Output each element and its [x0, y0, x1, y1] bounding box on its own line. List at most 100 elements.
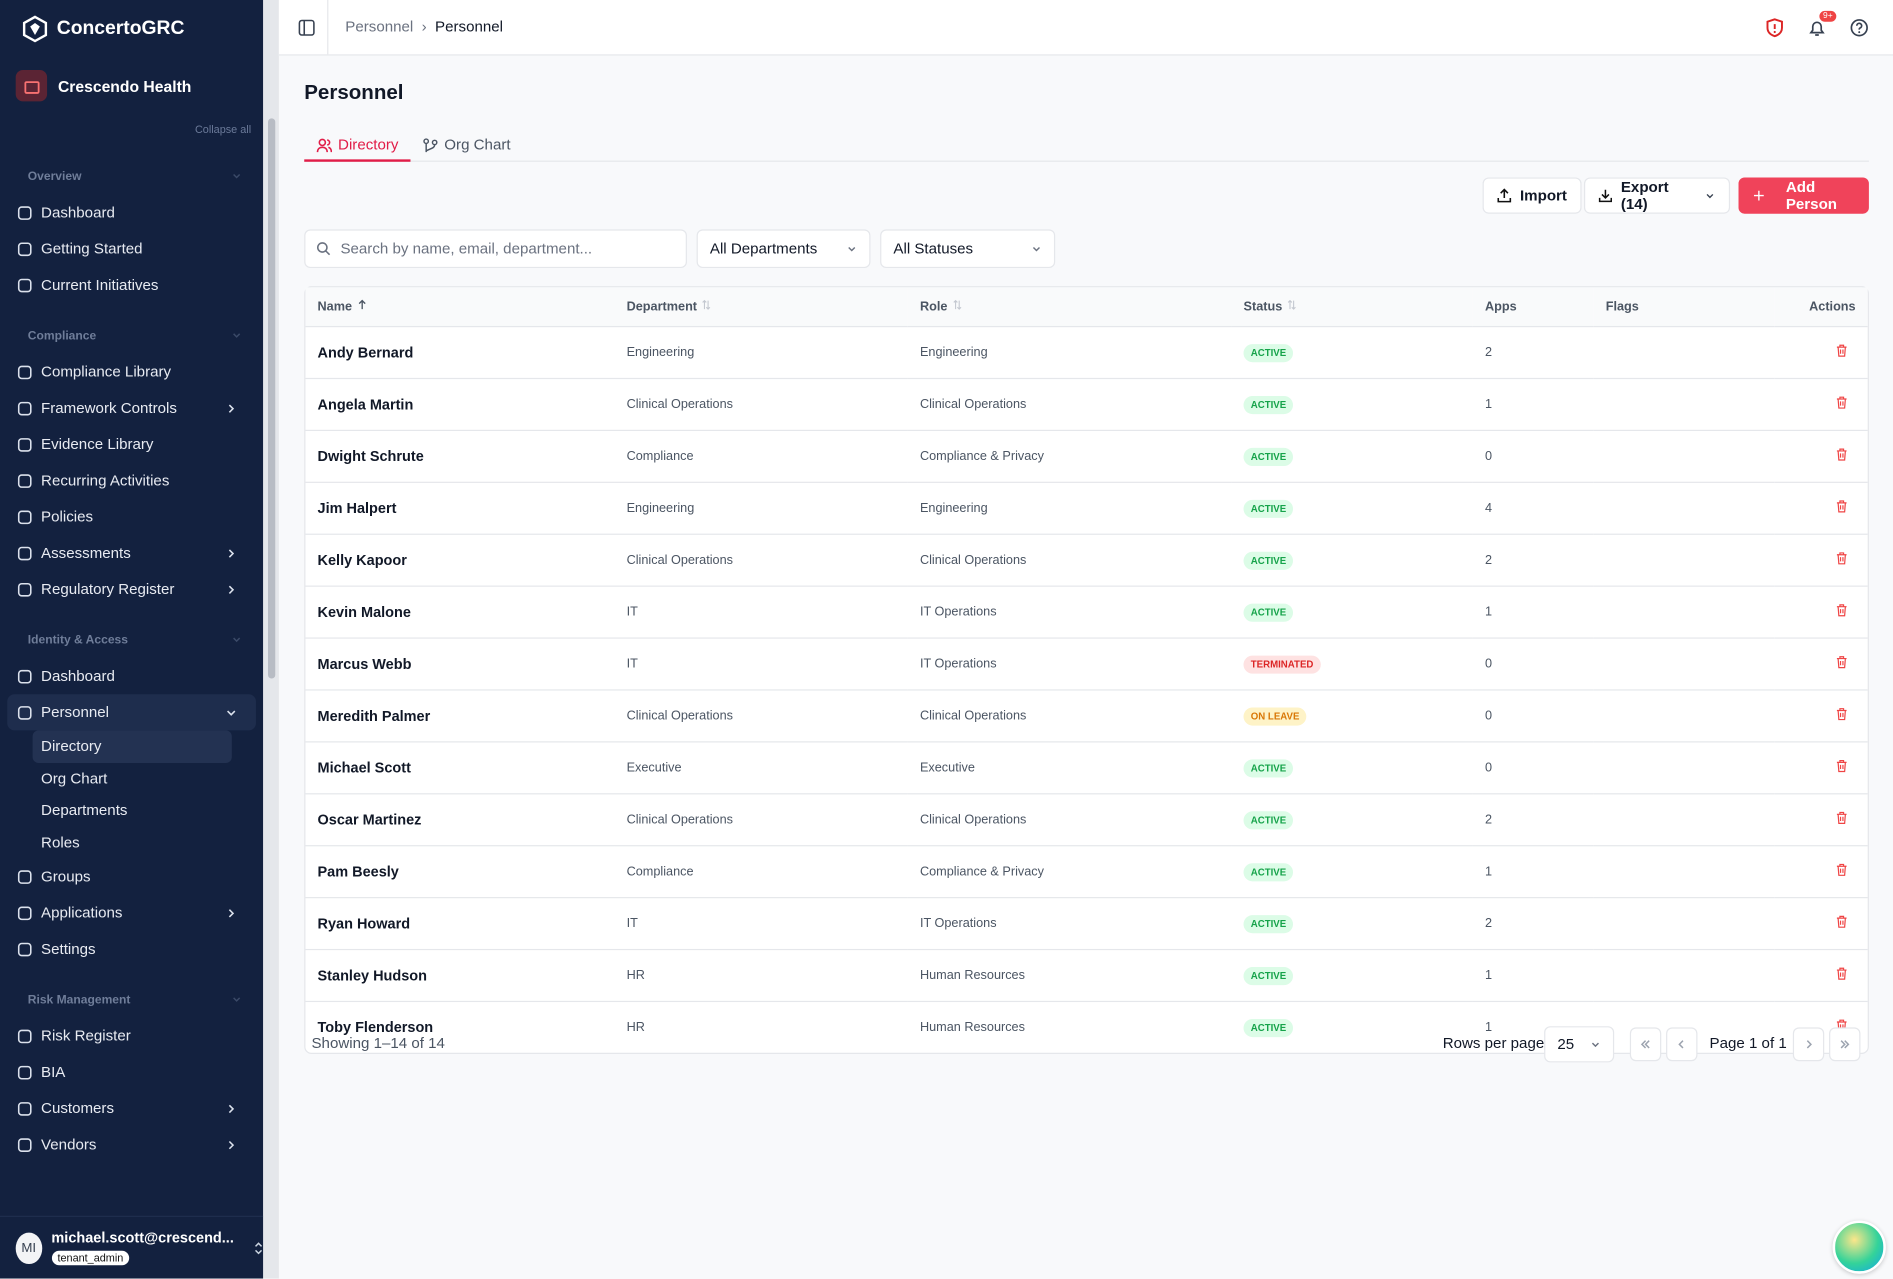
delete-button[interactable]: [1835, 811, 1848, 828]
nav-subitem[interactable]: Departments: [41, 801, 128, 819]
import-button[interactable]: Import: [1482, 177, 1582, 214]
table-row[interactable]: Kelly Kapoor Clinical Operations Clinical …: [305, 535, 1868, 587]
table-row[interactable]: Marcus Webb IT IT Operations TERMINATED 0: [305, 639, 1868, 691]
export-button[interactable]: Export (14): [1583, 177, 1731, 214]
nav-item[interactable]: Compliance Library: [0, 354, 256, 390]
nav-item[interactable]: Regulatory Register: [0, 571, 256, 607]
nav-item[interactable]: Applications: [0, 895, 256, 931]
sidebar-toggle[interactable]: [298, 19, 315, 36]
table-row[interactable]: Meredith Palmer Clinical Operations Clinic…: [305, 691, 1868, 743]
help[interactable]: [1850, 18, 1869, 37]
delete-button[interactable]: [1835, 708, 1848, 724]
delete-button[interactable]: [1835, 656, 1848, 672]
next-page[interactable]: [1792, 1027, 1825, 1062]
security-alert[interactable]: [1765, 18, 1784, 38]
table-row[interactable]: Stanley Hudson HR Human Resources ACTIVE 1: [305, 950, 1868, 1003]
collapse-all[interactable]: Collapse all: [194, 123, 252, 136]
table-row[interactable]: Michael Scott Executive Executive ACTIVE 0: [305, 742, 1868, 795]
logo[interactable]: ConcertoGRC: [21, 14, 185, 43]
nav-item[interactable]: Groups: [0, 858, 256, 894]
nav-item[interactable]: Dashboard: [0, 658, 256, 694]
column-header[interactable]: Name: [305, 287, 615, 328]
person-name[interactable]: Pam Beesly: [305, 846, 615, 899]
nav-subitem[interactable]: Org Chart: [41, 769, 108, 787]
nav-section[interactable]: Risk Management: [0, 982, 263, 1018]
tab[interactable]: Org Chart: [411, 130, 523, 159]
person-name[interactable]: Dwight Schrute: [305, 431, 615, 483]
table-row[interactable]: Toby Flenderson HR Human Resources ACTIVE 1: [305, 1002, 1867, 1053]
user-menu[interactable]: MI michael.scott@crescend... tenant_admi…: [0, 1215, 264, 1279]
nav-item[interactable]: Policies: [0, 499, 256, 535]
nav-item[interactable]: Vendors: [0, 1126, 256, 1162]
delete-button[interactable]: [1835, 448, 1848, 464]
nav-item[interactable]: Framework Controls: [0, 390, 256, 426]
delete-button[interactable]: [1835, 500, 1848, 516]
table-row[interactable]: Pam Beesly Compliance Compliance & Privacy…: [305, 846, 1868, 899]
column-header[interactable]: Role: [907, 287, 1232, 328]
nav-section[interactable]: Overview: [0, 158, 263, 194]
person-name[interactable]: Andy Bernard: [305, 327, 615, 380]
first-page[interactable]: [1629, 1027, 1662, 1062]
table-row[interactable]: Oscar Martinez Clinical Operations Clinica…: [305, 794, 1868, 847]
nav-section[interactable]: Identity & Access: [0, 622, 263, 658]
nav-item[interactable]: Settings: [0, 931, 256, 967]
nav-item[interactable]: Assessments: [0, 535, 256, 571]
nav-item[interactable]: Customers: [0, 1090, 256, 1126]
table-row[interactable]: Kevin Malone IT IT Operations ACTIVE 1: [305, 587, 1868, 639]
nav-item[interactable]: Personnel: [7, 694, 256, 731]
column-header[interactable]: Status: [1231, 287, 1473, 328]
department-filter[interactable]: All Departments: [696, 229, 871, 269]
table-row[interactable]: Andy Bernard Engineering Engineering ACTIVE…: [305, 327, 1868, 380]
person-name[interactable]: Stanley Hudson: [305, 950, 615, 1003]
delete-button[interactable]: [1835, 863, 1848, 880]
scrollbar[interactable]: [263, 0, 279, 1279]
nav-section[interactable]: Compliance: [0, 318, 263, 354]
nav-item[interactable]: Evidence Library: [0, 426, 256, 462]
table-body: Andy Bernard Engineering Engineering ACTIVE…: [305, 327, 1868, 1053]
delete-button[interactable]: [1835, 396, 1848, 412]
person-name[interactable]: Jim Halpert: [305, 483, 615, 535]
nav-item[interactable]: BIA: [0, 1054, 256, 1090]
search-input[interactable]: Search by name, email, department...: [304, 229, 687, 269]
nav-item[interactable]: Recurring Activities: [0, 462, 256, 498]
scroll-thumb[interactable]: [268, 118, 276, 679]
crumb-link[interactable]: Personnel: [345, 18, 414, 36]
assistant-button[interactable]: [1832, 1220, 1886, 1274]
delete-button[interactable]: [1835, 604, 1848, 620]
status-filter[interactable]: All Statuses: [880, 229, 1056, 269]
person-name[interactable]: Michael Scott: [305, 742, 615, 795]
person-name[interactable]: Oscar Martinez: [305, 794, 615, 847]
nav-subitem[interactable]: Directory: [32, 730, 232, 763]
tab[interactable]: Directory: [304, 130, 411, 162]
add-person-button[interactable]: Add Person: [1738, 177, 1869, 214]
person-name[interactable]: Toby Flenderson: [317, 1018, 434, 1036]
table-row[interactable]: Ryan Howard IT IT Operations ACTIVE 2: [305, 898, 1868, 951]
nav-item[interactable]: Dashboard: [0, 194, 256, 230]
delete-button[interactable]: [1835, 915, 1848, 932]
last-page[interactable]: [1829, 1027, 1861, 1062]
prev-page[interactable]: [1666, 1027, 1698, 1062]
person-name[interactable]: Ryan Howard: [305, 898, 615, 951]
nav-item[interactable]: Current Initiatives: [0, 267, 256, 303]
person-name[interactable]: Meredith Palmer: [305, 691, 615, 743]
delete-button[interactable]: [1835, 344, 1848, 360]
person-name[interactable]: Kevin Malone: [305, 587, 615, 639]
person-name[interactable]: Angela Martin: [305, 379, 615, 432]
nav-item[interactable]: Getting Started: [0, 231, 256, 267]
rows-per-page[interactable]: 25: [1544, 1026, 1615, 1063]
table-row[interactable]: Jim Halpert Engineering Engineering ACTIVE 4: [305, 483, 1868, 535]
delete-button[interactable]: [1835, 967, 1848, 983]
nav-subitem[interactable]: Roles: [41, 833, 80, 851]
notifications[interactable]: [1807, 18, 1826, 37]
person-name[interactable]: Marcus Webb: [305, 639, 615, 691]
org-switcher[interactable]: Crescendo Health: [10, 68, 254, 104]
nav-item[interactable]: Risk Register: [0, 1018, 256, 1054]
delete-button[interactable]: [1835, 552, 1848, 568]
table-row[interactable]: Dwight Schrute Compliance Compliance & Pri…: [305, 431, 1868, 483]
delete-button[interactable]: [1835, 759, 1848, 776]
person-name[interactable]: Kelly Kapoor: [305, 535, 615, 587]
column-label: Name: [317, 299, 353, 314]
column-header[interactable]: Department: [614, 287, 908, 328]
flags: [1593, 587, 1775, 639]
table-row[interactable]: Angela Martin Clinical Operations Clinical…: [305, 379, 1868, 432]
